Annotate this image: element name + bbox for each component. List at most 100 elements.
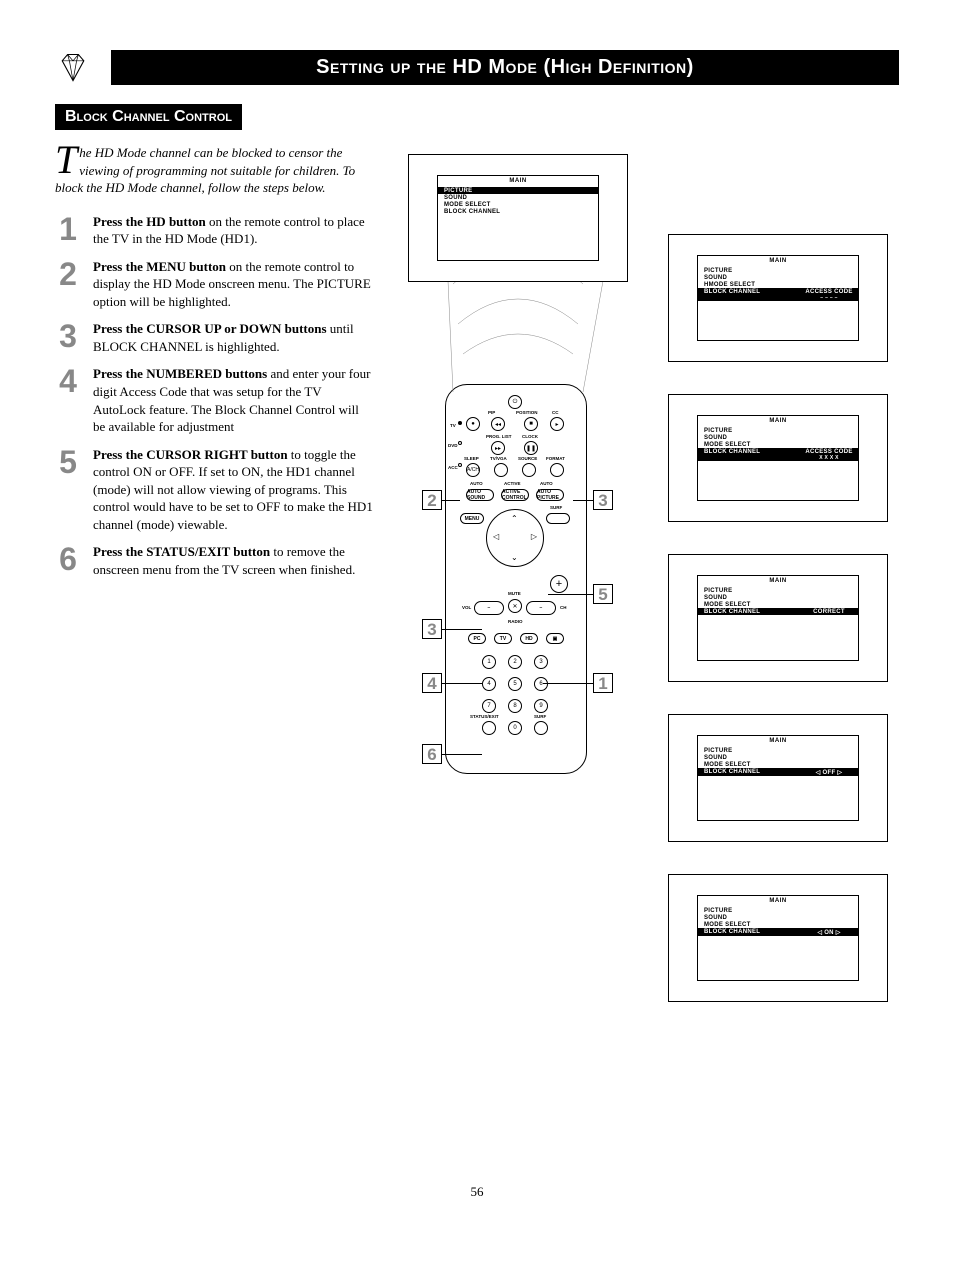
hd-button: HD	[520, 633, 538, 644]
callout-line	[543, 683, 593, 684]
status-exit-label: STATUS/EXIT	[470, 714, 499, 719]
num-8-button: 8	[508, 699, 522, 713]
sleep-label: SLEEP	[464, 456, 479, 461]
menu-item: MODE SELECT	[698, 761, 858, 768]
callout-line	[442, 500, 460, 501]
step-text: Press the CURSOR UP or DOWN buttons unti…	[93, 320, 373, 355]
section-subtitle: Block Channel Control	[55, 104, 242, 130]
menu-item: PICTURE	[698, 907, 858, 914]
ff-button-icon: ▸▸	[491, 441, 505, 455]
vol-rocker: −	[474, 601, 504, 615]
step-item: 1 Press the HD button on the remote cont…	[55, 213, 373, 248]
position-label: POSITION	[516, 410, 538, 415]
intro-paragraph: The HD Mode channel can be blocked to ce…	[55, 144, 373, 197]
callout-line	[442, 754, 482, 755]
auto-l3: AUTO	[540, 481, 553, 486]
tv-button: TV	[494, 633, 512, 644]
step-item: 3 Press the CURSOR UP or DOWN buttons un…	[55, 320, 373, 355]
ch-rocker: −	[526, 601, 556, 615]
menu-header: MAIN	[438, 178, 598, 184]
power-button-icon: ⏻	[508, 395, 522, 409]
num-4-button: 4	[482, 677, 496, 691]
acc-label: ACC	[448, 465, 458, 470]
callout-line	[442, 629, 482, 630]
rec-button-icon: ●	[466, 417, 480, 431]
step-text: Press the STATUS/EXIT button to remove t…	[93, 543, 373, 578]
step-text: Press the CURSOR RIGHT button to toggle …	[93, 446, 373, 534]
pip-label: PIP	[488, 410, 495, 415]
menu-item: BLOCK CHANNEL	[438, 208, 598, 215]
callout-number-box: 3	[593, 490, 613, 510]
menu-item-highlighted: BLOCK CHANNEL◁ OFF ▷	[698, 768, 858, 776]
step-item: 6 Press the STATUS/EXIT button to remove…	[55, 543, 373, 578]
callout-number-box: 4	[422, 673, 442, 693]
auto-l2: ACTIVE	[504, 481, 521, 486]
step-number: 1	[55, 213, 81, 248]
format-button-icon	[550, 463, 564, 477]
menu-header: MAIN	[698, 258, 858, 264]
tvvga-label: TV/VGA	[490, 456, 507, 461]
ch-label: CH	[560, 605, 567, 610]
onscreen-menu-1: MAIN PICTURESOUNDMODE SELECTBLOCK CHANNE…	[408, 154, 628, 282]
menu-button: MENU	[460, 513, 484, 524]
step-text: Press the HD button on the remote contro…	[93, 213, 373, 248]
callout-number-box: 5	[593, 584, 613, 604]
step-item: 4 Press the NUMBERED buttons and enter y…	[55, 365, 373, 435]
vol-up-icon: +	[550, 575, 568, 593]
auto-picture-button: AUTO PICTURE	[536, 489, 564, 501]
step-number: 2	[55, 258, 81, 311]
radio-label: RADIO	[508, 619, 523, 624]
menu-item-highlighted: BLOCK CHANNELCORRECT	[698, 608, 858, 615]
menu-header: MAIN	[698, 738, 858, 744]
menu-item-highlighted: BLOCK CHANNELACCESS CODEX X X X	[698, 448, 858, 461]
menu-item: MODE SELECT	[698, 441, 858, 448]
mute-label: MUTE	[508, 591, 521, 596]
onscreen-menu-4: MAIN PICTURESOUNDMODE SELECTBLOCK CHANNE…	[668, 554, 888, 682]
step-number: 4	[55, 365, 81, 435]
menu-item: SOUND	[698, 434, 858, 441]
menu-item: MODE SELECT	[698, 601, 858, 608]
tvvga-button-icon	[494, 463, 508, 477]
num-2-button: 2	[508, 655, 522, 669]
camera-button-icon: ▣	[546, 633, 564, 644]
callout-number-box: 3	[422, 619, 442, 639]
dvd-label: DVD	[448, 443, 458, 448]
step-text: Press the MENU button on the remote cont…	[93, 258, 373, 311]
onscreen-menu-6: MAIN PICTURESOUNDMODE SELECTBLOCK CHANNE…	[668, 874, 888, 1002]
step-number: 5	[55, 446, 81, 534]
onscreen-menu-2: MAIN PICTURESOUNDHMODE SELECTBLOCK CHANN…	[668, 234, 888, 362]
source-label: SOURCE	[518, 456, 537, 461]
num-6-button: 6	[534, 677, 548, 691]
num-1-button: 1	[482, 655, 496, 669]
step-item: 2 Press the MENU button on the remote co…	[55, 258, 373, 311]
menu-header: MAIN	[698, 418, 858, 424]
instructions-column: The HD Mode channel can be blocked to ce…	[55, 144, 373, 1084]
callout-line	[573, 500, 593, 501]
onscreen-menu-5: MAIN PICTURESOUNDMODE SELECTBLOCK CHANNE…	[668, 714, 888, 842]
diamond-icon	[55, 50, 91, 86]
menu-item: SOUND	[698, 594, 858, 601]
step-number: 3	[55, 320, 81, 355]
auto-l1: AUTO	[470, 481, 483, 486]
remote-control-illustration: ⏻ ● ◂◂ ■ ▸ PIP POSITION CC ▸▸ ❚❚ PROG. L…	[445, 384, 587, 774]
cc-label: CC	[552, 410, 559, 415]
stop-button-icon: ■	[524, 417, 538, 431]
intro-text: he HD Mode channel can be blocked to cen…	[55, 145, 355, 195]
menu-item: MODE SELECT	[698, 921, 858, 928]
vol-label: VOL	[462, 605, 471, 610]
menu-header: MAIN	[698, 578, 858, 584]
menu-item: SOUND	[698, 914, 858, 921]
menu-header: MAIN	[698, 898, 858, 904]
diagram-column: ⏻ ● ◂◂ ■ ▸ PIP POSITION CC ▸▸ ❚❚ PROG. L…	[383, 144, 899, 1084]
callout-number-box: 6	[422, 744, 442, 764]
num-5-button: 5	[508, 677, 522, 691]
num-0-button: 0	[508, 721, 522, 735]
source-button-icon	[522, 463, 536, 477]
step-item: 5 Press the CURSOR RIGHT button to toggl…	[55, 446, 373, 534]
callout-line	[548, 594, 593, 595]
menu-item-highlighted: PICTURE	[438, 187, 598, 194]
num-3-button: 3	[534, 655, 548, 669]
tv-label: TV	[450, 423, 456, 428]
menu-item: HMODE SELECT	[698, 281, 858, 288]
menu-item: SOUND	[698, 274, 858, 281]
